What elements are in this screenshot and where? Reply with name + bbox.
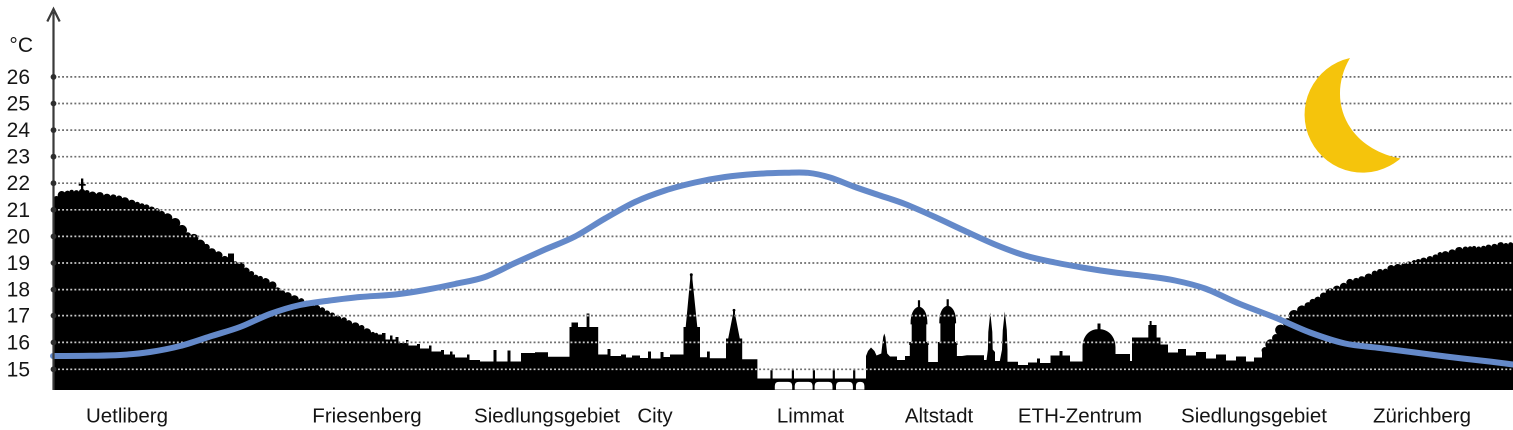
- svg-text:16: 16: [7, 331, 30, 354]
- svg-text:City: City: [637, 405, 673, 428]
- svg-text:Friesenberg: Friesenberg: [312, 405, 421, 428]
- svg-text:Zürichberg: Zürichberg: [1373, 405, 1471, 428]
- svg-text:21: 21: [7, 199, 30, 222]
- svg-text:19: 19: [7, 252, 30, 275]
- svg-text:Altstadt: Altstadt: [905, 405, 974, 428]
- svg-text:22: 22: [7, 172, 30, 195]
- svg-text:17: 17: [7, 305, 30, 328]
- svg-text:24: 24: [7, 119, 31, 142]
- svg-text:23: 23: [7, 146, 30, 169]
- svg-text:ETH-Zentrum: ETH-Zentrum: [1018, 405, 1142, 428]
- svg-text:15: 15: [7, 358, 30, 381]
- svg-text:Uetliberg: Uetliberg: [86, 405, 168, 428]
- svg-text:18: 18: [7, 279, 30, 302]
- svg-text:Siedlungsgebiet: Siedlungsgebiet: [1181, 405, 1327, 428]
- svg-text:20: 20: [7, 225, 30, 248]
- svg-text:Limmat: Limmat: [777, 405, 845, 428]
- svg-text:Siedlungsgebiet: Siedlungsgebiet: [474, 405, 620, 428]
- svg-text:°C: °C: [9, 34, 33, 57]
- svg-text:26: 26: [7, 66, 30, 89]
- svg-text:25: 25: [7, 93, 30, 116]
